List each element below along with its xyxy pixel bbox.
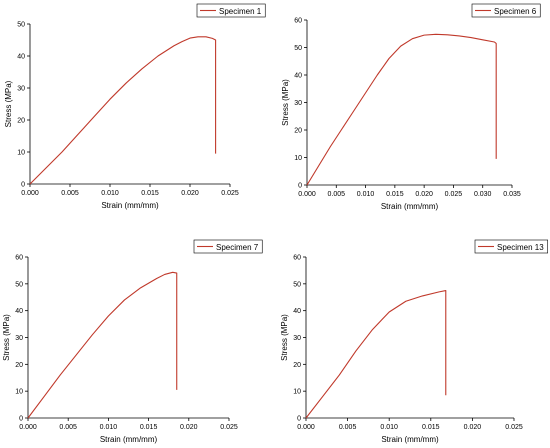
y-tick-label: 10 [293,389,301,396]
y-tick-label: 0 [19,416,23,423]
legend-label: Specimen 7 [216,243,259,252]
y-tick-label: 20 [294,128,302,135]
x-tick-label: 0.010 [380,424,398,431]
x-tick-label: 0.020 [415,191,433,198]
y-tick-label: 30 [15,335,23,342]
y-tick-label: 0 [297,416,301,423]
x-axis-title: Strain (mm/mm) [381,202,439,211]
y-tick-label: 40 [294,73,302,80]
legend-box [193,239,263,254]
chart-panel-3: 0.000 0.005 0.010 0.015 0.020 0.025 0 10 20 30 40 5… [2,239,263,444]
y-tick-label: 10 [15,389,23,396]
y-axis-title: Stress (MPa) [281,79,290,126]
y-tick-label: 20 [293,362,301,369]
chart-panel-1: 0.000 0.005 0.010 0.015 0.020 0.025 0 10 20 30 40 5… [4,3,266,210]
x-tick-label: 0.010 [100,424,118,431]
y-tick-label: 50 [294,45,302,52]
x-tick-label: 0.015 [141,190,159,197]
legend-box [471,3,541,18]
chart-panel-2: 0.000 0.005 0.010 0.015 0.020 0.025 0.030 0.035… [281,3,541,211]
y-tick-label: 30 [17,86,25,93]
y-tick-label: 50 [17,22,25,29]
x-tick-label: 0.000 [19,424,37,431]
y-tick-label: 40 [17,54,25,61]
x-tick-label: 0.035 [503,191,521,198]
x-tick-label: 0.020 [181,190,199,197]
y-tick-label: 0 [298,183,302,190]
legend-box [196,3,266,18]
y-tick-label: 50 [15,281,23,288]
x-tick-label: 0.010 [101,190,119,197]
y-tick-label: 60 [293,255,301,262]
series-line-specimen-6 [306,33,497,186]
x-tick-label: 0.025 [221,190,239,197]
legend-label: Specimen 6 [494,7,537,16]
y-tick-label: 40 [293,308,301,315]
x-tick-label: 0.025 [505,424,523,431]
x-tick-label: 0.015 [422,424,440,431]
x-tick-label: 0.030 [474,191,492,198]
legend: Specimen 13 [474,239,549,254]
legend: Specimen 6 [471,3,541,18]
y-tick-label: 0 [21,182,25,189]
x-axis-title: Strain (mm/mm) [100,435,158,444]
y-tick-label: 20 [17,118,25,125]
legend-box [474,239,549,254]
legend: Specimen 1 [196,3,266,18]
x-tick-label: 0.005 [339,424,357,431]
y-axis-title: Stress (MPa) [4,80,13,127]
legend-label: Specimen 1 [219,7,262,16]
chart-panel-4: 0.000 0.005 0.010 0.015 0.020 0.025 0 10 20 30 40 5… [280,239,549,444]
y-tick-label: 30 [293,335,301,342]
y-tick-label: 40 [15,308,23,315]
x-tick-label: 0.025 [220,424,238,431]
y-tick-label: 50 [293,281,301,288]
series-line-specimen-13 [305,289,447,419]
y-tick-label: 30 [294,100,302,107]
x-tick-label: 0.025 [445,191,463,198]
legend: Specimen 7 [193,239,263,254]
x-tick-label: 0.020 [464,424,482,431]
series-line-specimen-7 [27,271,178,419]
x-axis-title: Strain (mm/mm) [101,201,159,210]
x-tick-label: 0.000 [298,191,316,198]
series-line-specimen-1 [29,36,217,185]
y-tick-label: 10 [294,155,302,162]
y-axis-title: Stress (MPa) [280,314,289,361]
y-tick-label: 20 [15,362,23,369]
x-tick-label: 0.000 [21,190,39,197]
x-axis-title: Strain (mm/mm) [381,435,439,444]
x-tick-label: 0.005 [328,191,346,198]
y-tick-label: 60 [15,255,23,262]
x-tick-label: 0.010 [357,191,375,198]
x-tick-label: 0.015 [140,424,158,431]
legend-label: Specimen 13 [497,243,544,252]
y-tick-label: 10 [17,150,25,157]
x-tick-label: 0.020 [180,424,198,431]
x-tick-label: 0.005 [59,424,77,431]
x-tick-label: 0.015 [386,191,404,198]
x-tick-label: 0.005 [61,190,79,197]
x-tick-label: 0.000 [297,424,315,431]
y-tick-label: 60 [294,18,302,25]
y-axis-title: Stress (MPa) [2,314,11,361]
